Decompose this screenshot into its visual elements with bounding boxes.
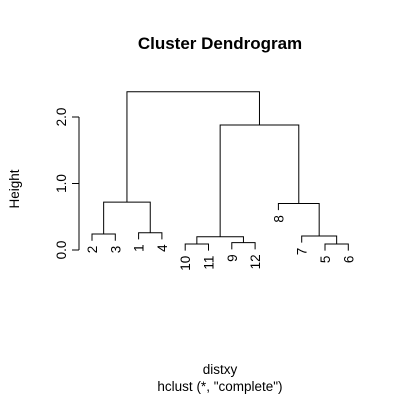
leaf-label-10: 10 bbox=[178, 256, 193, 271]
dendrogram-tree bbox=[91, 91, 349, 251]
leaf-label-5: 5 bbox=[318, 256, 333, 264]
leaf-label-1: 1 bbox=[132, 244, 147, 252]
merge-m7 bbox=[301, 235, 338, 245]
y-axis-label: Height bbox=[7, 169, 22, 208]
merge-m5 bbox=[324, 243, 349, 251]
x-axis-sublabel: hclust (*, "complete") bbox=[157, 379, 282, 394]
leaf-label-8: 8 bbox=[271, 215, 286, 223]
leaf-label-9: 9 bbox=[225, 254, 240, 262]
merge-m1 bbox=[91, 233, 116, 241]
leaf-label-2: 2 bbox=[85, 246, 100, 254]
chart-title: Cluster Dendrogram bbox=[138, 34, 302, 53]
x-axis-label: distxy bbox=[203, 362, 238, 377]
leaf-label-11: 11 bbox=[202, 256, 217, 270]
y-axis: 0.0 1.0 2.0 bbox=[54, 108, 80, 260]
y-tick-label-0: 0.0 bbox=[54, 241, 69, 260]
leaf-label-12: 12 bbox=[248, 254, 263, 269]
y-tick-label-2: 2.0 bbox=[54, 108, 69, 127]
merge-m2 bbox=[138, 232, 163, 240]
merge-m8 bbox=[103, 201, 151, 235]
merge-m4 bbox=[231, 242, 256, 250]
leaf-label-3: 3 bbox=[108, 246, 123, 254]
leaf-label-4: 4 bbox=[155, 244, 170, 252]
merge-m10 bbox=[219, 124, 300, 237]
merge-m11 bbox=[126, 91, 260, 203]
leaf-labels: 2 3 1 4 10 11 9 12 8 75 6 bbox=[85, 215, 356, 271]
leaf-label-6: 6 bbox=[341, 256, 356, 264]
merge-m3 bbox=[184, 243, 209, 251]
y-tick-label-1: 1.0 bbox=[54, 174, 69, 193]
leaf-label-7: 7 bbox=[295, 248, 310, 256]
